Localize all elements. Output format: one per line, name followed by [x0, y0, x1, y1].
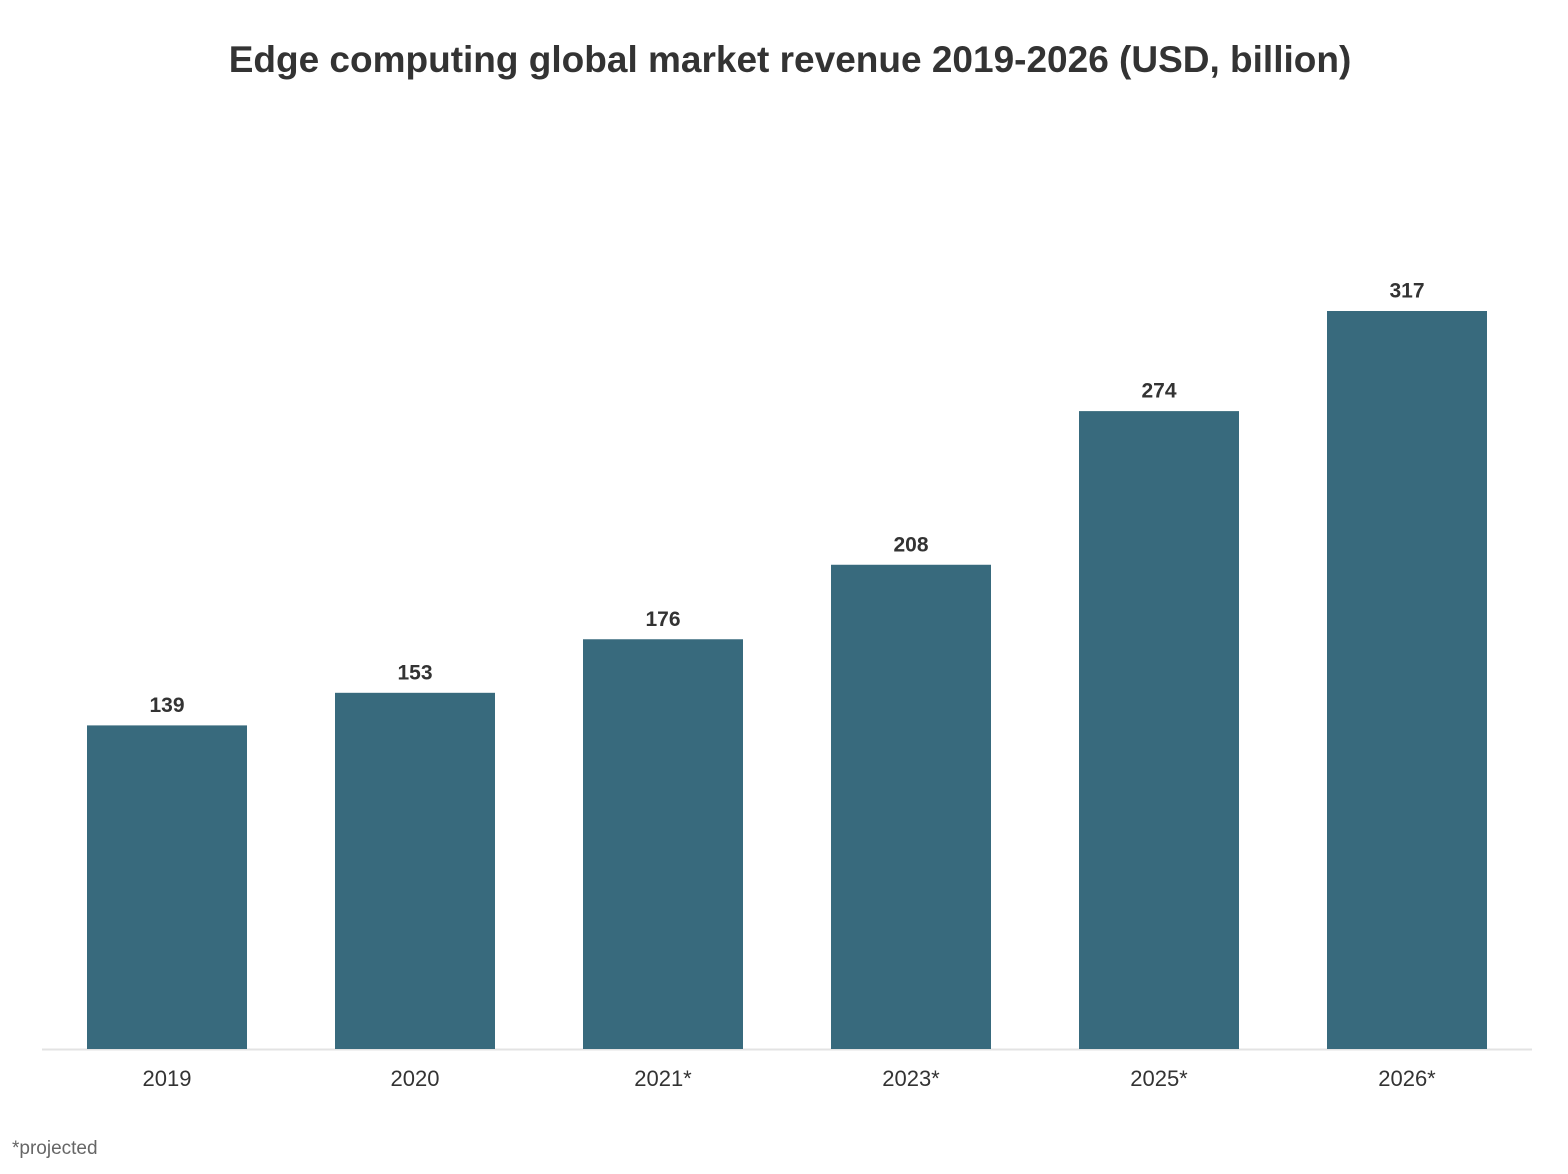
value-label: 208 — [893, 533, 928, 556]
value-label: 153 — [397, 661, 432, 684]
bar — [335, 692, 495, 1049]
bar — [583, 639, 743, 1049]
chart-title: Edge computing global market revenue 201… — [229, 39, 1352, 80]
x-tick-label: 2025* — [1130, 1066, 1188, 1091]
footnote: *projected — [12, 1138, 98, 1159]
bar — [1079, 411, 1239, 1049]
value-label: 176 — [645, 608, 680, 631]
bar — [87, 725, 247, 1049]
value-label: 274 — [1141, 380, 1176, 403]
bar — [1327, 311, 1487, 1049]
x-tick-label: 2019 — [143, 1066, 192, 1091]
x-tick-label: 2020 — [391, 1066, 440, 1091]
x-tick-label: 2021* — [634, 1066, 692, 1091]
x-tick-label: 2026* — [1378, 1066, 1436, 1091]
bar — [831, 564, 991, 1049]
value-label: 317 — [1389, 280, 1424, 303]
value-label: 139 — [149, 694, 184, 717]
x-tick-label: 2023* — [882, 1066, 940, 1091]
